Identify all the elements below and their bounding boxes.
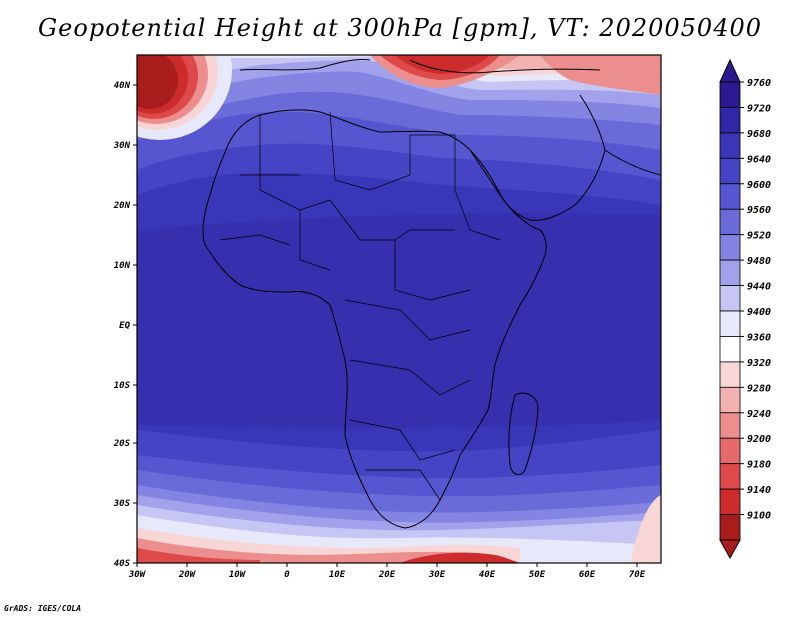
colorbar-swatch — [719, 157, 741, 185]
lon-label: 0 — [284, 570, 290, 580]
colorbar-swatch — [719, 412, 741, 439]
colorbar-label: 9240 — [747, 409, 771, 420]
colorbar-label: 9560 — [747, 205, 771, 216]
coastlines — [202, 59, 661, 529]
lon-label: 70E — [629, 570, 646, 580]
colorbar-label: 9480 — [747, 256, 771, 267]
colorbar-label: 9200 — [747, 434, 771, 445]
lat-label: 40N — [114, 81, 131, 91]
colorbar-swatch — [719, 310, 741, 337]
lon-label: 10E — [329, 570, 346, 580]
colorbar-swatch — [719, 132, 741, 159]
colorbar-swatch — [719, 107, 741, 134]
map-title: Geopotential Height at 300hPa [gpm], VT:… — [38, 14, 762, 42]
colorbar-swatch — [719, 386, 741, 414]
colorbar-swatch — [719, 336, 741, 363]
lon-label: 10W — [229, 570, 247, 580]
colorbar-label: 9100 — [747, 511, 771, 522]
lat-label: 10S — [114, 381, 131, 391]
lat-label: 30S — [113, 499, 131, 509]
colorbar-label: 9400 — [747, 307, 771, 318]
lat-label: 30N — [113, 141, 131, 151]
colorbar-swatch — [719, 514, 741, 541]
lat-label: EQ — [119, 321, 130, 331]
plot-frame — [136, 54, 662, 564]
axis-ticks — [133, 84, 638, 567]
lat-label: 20S — [113, 439, 131, 449]
colorbar-swatch — [719, 361, 741, 388]
credit-label: GrADS: IGES/COLA — [4, 604, 82, 613]
colorbar-label: 9760 — [747, 78, 771, 89]
lon-label: 50E — [529, 570, 546, 580]
lat-label: 20N — [113, 201, 131, 211]
lon-label: 30E — [428, 570, 446, 580]
lon-label: 40E — [479, 570, 496, 580]
colorbar-swatch — [719, 463, 741, 490]
colorbar-label: 9280 — [747, 383, 771, 394]
colorbar-swatch — [719, 285, 741, 312]
colorbar-bottom-arrow — [719, 539, 741, 560]
lat-label: 10N — [114, 261, 131, 271]
colorbar-label: 9600 — [747, 180, 771, 191]
colorbar-swatch — [719, 234, 741, 261]
height-field — [137, 55, 661, 563]
lon-labels: 30W 20W 10W 0 10E 20E 30E 40E 50E 60E 70… — [128, 570, 646, 580]
lat-labels: 40N 30N 20N 10N EQ 10S 20S 30S 40S — [113, 81, 131, 569]
colorbar-label: 9180 — [747, 460, 771, 471]
colorbar-label: 9360 — [747, 332, 771, 343]
colorbar-label: 9320 — [747, 358, 771, 369]
colorbar-label: 9520 — [747, 231, 771, 242]
colorbar-label: 9680 — [747, 129, 771, 140]
colorbar-label: 9440 — [747, 282, 771, 293]
colorbar: 9760 9720 9680 9640 9600 9560 9520 9480 9440 9400… — [719, 58, 771, 560]
lon-label: 30W — [128, 570, 147, 580]
colorbar-swatch — [719, 259, 741, 286]
country-borders — [219, 111, 501, 501]
colorbar-label: 9140 — [747, 485, 771, 496]
colorbar-swatch — [719, 437, 741, 465]
lat-label: 40S — [114, 559, 131, 569]
lon-label: 20W — [178, 570, 197, 580]
colorbar-label: 9640 — [747, 154, 771, 165]
colorbar-swatch — [719, 488, 741, 515]
colorbar-top-arrow — [719, 58, 741, 83]
colorbar-swatch — [719, 208, 741, 236]
colorbar-label: 9720 — [747, 103, 771, 114]
colorbar-swatch — [719, 81, 741, 108]
lon-label: 20E — [378, 570, 396, 580]
lon-label: 60E — [579, 570, 596, 580]
colorbar-swatch — [719, 183, 741, 210]
